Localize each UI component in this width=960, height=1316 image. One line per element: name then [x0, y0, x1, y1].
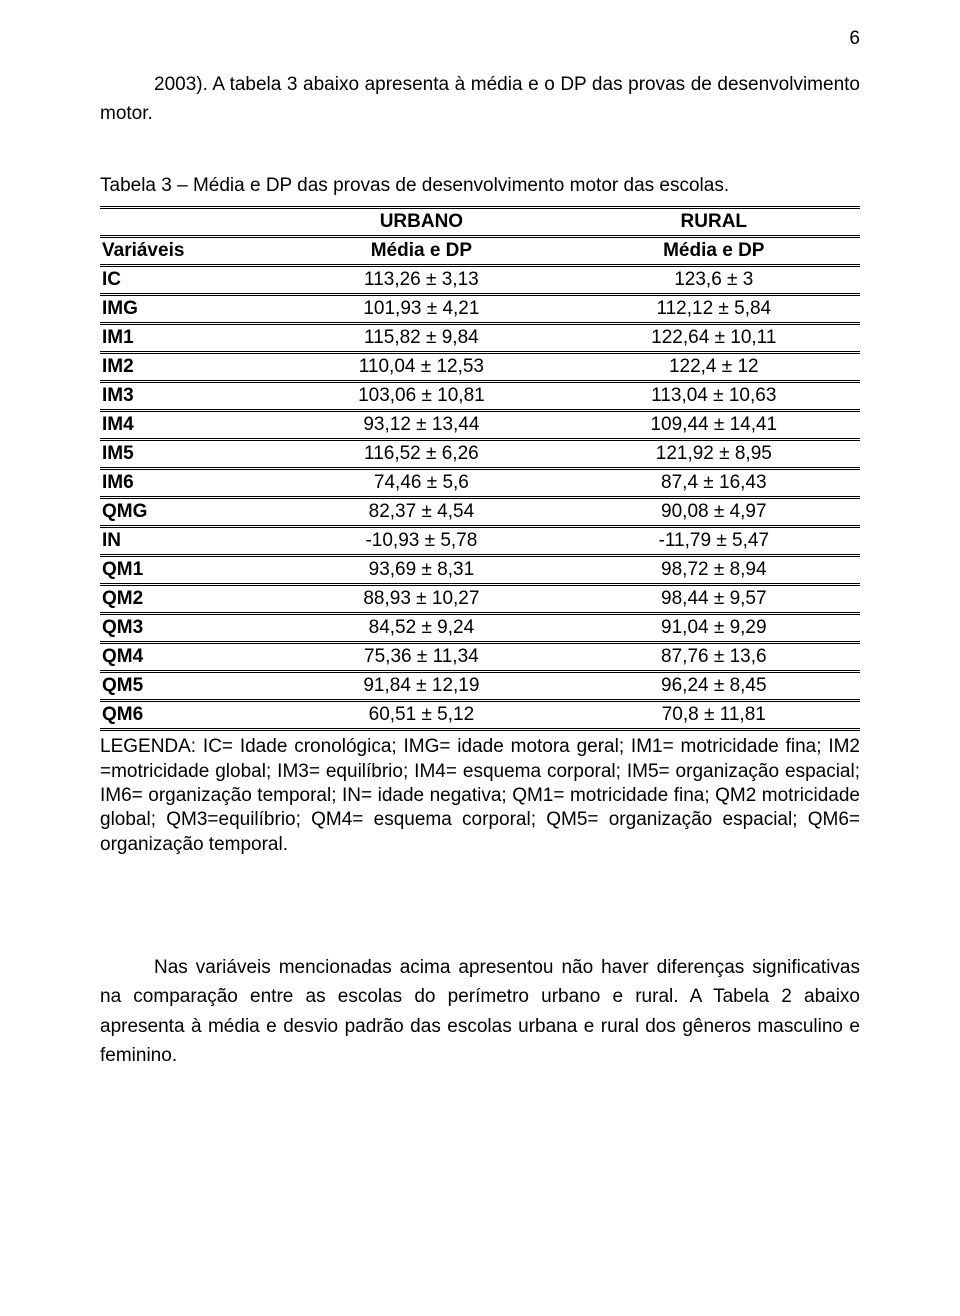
table-row: IM1115,82 ± 9,84122,64 ± 10,11 [100, 324, 860, 353]
cell-variable: IM4 [100, 411, 275, 440]
table-row: IM3103,06 ± 10,81113,04 ± 10,63 [100, 382, 860, 411]
cell-variable: QM3 [100, 614, 275, 643]
cell-urbano: 91,84 ± 12,19 [275, 672, 567, 701]
cell-rural: 87,4 ± 16,43 [568, 469, 860, 498]
cell-rural: 70,8 ± 11,81 [568, 701, 860, 730]
cell-rural: 90,08 ± 4,97 [568, 498, 860, 527]
paragraph-conclusion: Nas variáveis mencionadas acima apresent… [100, 953, 860, 1071]
cell-urbano: 74,46 ± 5,6 [275, 469, 567, 498]
table-row: IM493,12 ± 13,44109,44 ± 14,41 [100, 411, 860, 440]
group-header-blank [100, 208, 275, 237]
table-row: QM288,93 ± 10,2798,44 ± 9,57 [100, 585, 860, 614]
cell-urbano: 88,93 ± 10,27 [275, 585, 567, 614]
cell-urbano: 93,12 ± 13,44 [275, 411, 567, 440]
cell-rural: 98,44 ± 9,57 [568, 585, 860, 614]
table-title: Tabela 3 – Média e DP das provas de dese… [100, 171, 860, 200]
cell-rural: 91,04 ± 9,29 [568, 614, 860, 643]
cell-rural: 87,76 ± 13,6 [568, 643, 860, 672]
group-header-rural: RURAL [568, 208, 860, 237]
cell-variable: QM6 [100, 701, 275, 730]
group-header-urbano: URBANO [275, 208, 567, 237]
cell-rural: 109,44 ± 14,41 [568, 411, 860, 440]
cell-variable: IN [100, 527, 275, 556]
cell-rural: 96,24 ± 8,45 [568, 672, 860, 701]
cell-urbano: 115,82 ± 9,84 [275, 324, 567, 353]
cell-urbano: 113,26 ± 3,13 [275, 266, 567, 295]
cell-variable: IM6 [100, 469, 275, 498]
table-row: QM193,69 ± 8,3198,72 ± 8,94 [100, 556, 860, 585]
table-body: IC113,26 ± 3,13123,6 ± 3IMG101,93 ± 4,21… [100, 266, 860, 730]
table-row: QMG82,37 ± 4,5490,08 ± 4,97 [100, 498, 860, 527]
cell-urbano: 101,93 ± 4,21 [275, 295, 567, 324]
cell-variable: IM3 [100, 382, 275, 411]
cell-variable: IM2 [100, 353, 275, 382]
group-header-row: URBANO RURAL [100, 208, 860, 237]
page-number: 6 [849, 28, 860, 50]
cell-variable: QM5 [100, 672, 275, 701]
cell-rural: -11,79 ± 5,47 [568, 527, 860, 556]
cell-variable: IM1 [100, 324, 275, 353]
page: 6 2003). A tabela 3 abaixo apresenta à m… [0, 0, 960, 1316]
col-header-urbano: Média e DP [275, 237, 567, 266]
cell-urbano: -10,93 ± 5,78 [275, 527, 567, 556]
cell-variable: QMG [100, 498, 275, 527]
cell-variable: IM5 [100, 440, 275, 469]
table-row: IM5116,52 ± 6,26121,92 ± 8,95 [100, 440, 860, 469]
column-header-row: Variáveis Média e DP Média e DP [100, 237, 860, 266]
table-row: IN-10,93 ± 5,78-11,79 ± 5,47 [100, 527, 860, 556]
table-row: QM660,51 ± 5,1270,8 ± 11,81 [100, 701, 860, 730]
cell-urbano: 84,52 ± 9,24 [275, 614, 567, 643]
cell-variable: QM1 [100, 556, 275, 585]
paragraph-intro: 2003). A tabela 3 abaixo apresenta à méd… [100, 70, 860, 129]
cell-variable: QM4 [100, 643, 275, 672]
cell-urbano: 93,69 ± 8,31 [275, 556, 567, 585]
table-row: QM475,36 ± 11,3487,76 ± 13,6 [100, 643, 860, 672]
cell-variable: QM2 [100, 585, 275, 614]
cell-urbano: 103,06 ± 10,81 [275, 382, 567, 411]
table-row: IM674,46 ± 5,687,4 ± 16,43 [100, 469, 860, 498]
cell-urbano: 116,52 ± 6,26 [275, 440, 567, 469]
cell-variable: IC [100, 266, 275, 295]
cell-rural: 122,4 ± 12 [568, 353, 860, 382]
cell-rural: 123,6 ± 3 [568, 266, 860, 295]
cell-variable: IMG [100, 295, 275, 324]
cell-rural: 98,72 ± 8,94 [568, 556, 860, 585]
col-header-rural: Média e DP [568, 237, 860, 266]
cell-rural: 113,04 ± 10,63 [568, 382, 860, 411]
table-legend: LEGENDA: IC= Idade cronológica; IMG= ida… [100, 735, 860, 857]
cell-rural: 122,64 ± 10,11 [568, 324, 860, 353]
table-row: IMG101,93 ± 4,21112,12 ± 5,84 [100, 295, 860, 324]
cell-urbano: 75,36 ± 11,34 [275, 643, 567, 672]
col-header-variaveis: Variáveis [100, 237, 275, 266]
cell-urbano: 82,37 ± 4,54 [275, 498, 567, 527]
cell-urbano: 110,04 ± 12,53 [275, 353, 567, 382]
data-table: URBANO RURAL Variáveis Média e DP Média … [100, 206, 860, 731]
table-row: QM591,84 ± 12,1996,24 ± 8,45 [100, 672, 860, 701]
cell-rural: 121,92 ± 8,95 [568, 440, 860, 469]
table-row: IC113,26 ± 3,13123,6 ± 3 [100, 266, 860, 295]
table-row: QM384,52 ± 9,2491,04 ± 9,29 [100, 614, 860, 643]
cell-rural: 112,12 ± 5,84 [568, 295, 860, 324]
cell-urbano: 60,51 ± 5,12 [275, 701, 567, 730]
table-head: URBANO RURAL Variáveis Média e DP Média … [100, 208, 860, 266]
table-row: IM2110,04 ± 12,53122,4 ± 12 [100, 353, 860, 382]
